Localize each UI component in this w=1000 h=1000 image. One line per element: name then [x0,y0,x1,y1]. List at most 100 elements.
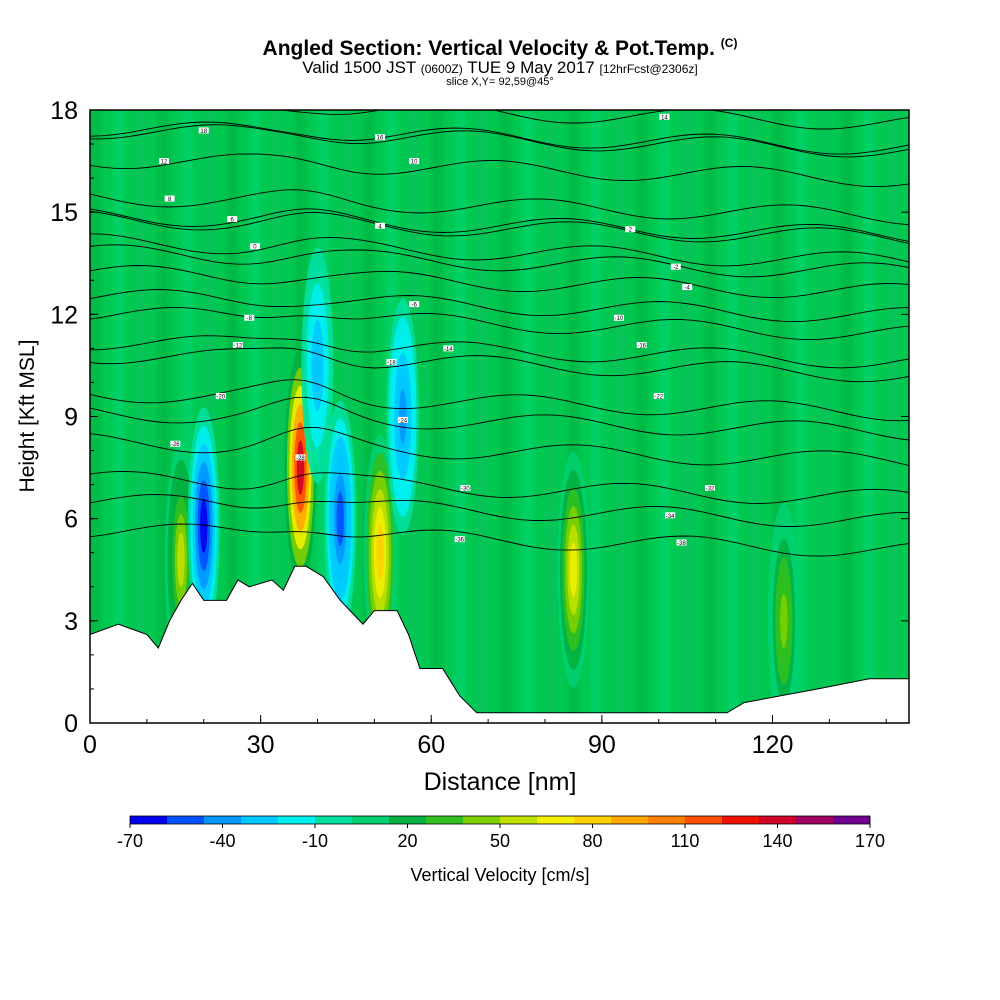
isotherm-label-text: -28 [296,456,305,462]
isotherm-label-box [625,226,636,233]
isotherm-label: -38 [676,539,687,547]
field-band [727,110,739,723]
isotherm-label-box [653,393,664,400]
isotherm-label-text: -34 [666,514,675,520]
isotherm-label-box [215,393,226,400]
isotherm-label: -2 [670,263,681,271]
colorbar-swatch [759,816,797,824]
field-band [840,110,853,723]
isotherm-label-text: -30 [461,487,470,493]
isotherm-label-box [397,416,408,423]
isotherm-line [90,244,909,278]
field-band [886,110,898,723]
isotherm-label: -6 [409,301,420,309]
isotherm-line [90,470,909,504]
colorbar-swatch [500,816,538,824]
isotherm-label: -32 [704,485,715,493]
isotherm-label: -28 [295,454,306,462]
colorbar-tick-label: 110 [671,831,700,851]
colorbar-tick-label: -10 [302,831,328,851]
isotherm-label: -10 [613,314,624,322]
colorbar-swatch [389,816,427,824]
isotherm-label: 18 [198,127,209,135]
isotherm-label-text: 6 [231,217,235,223]
isotherm-line [90,523,909,557]
downdraft-core [399,389,407,444]
isotherm-label-box [676,539,687,546]
field-band [249,110,261,723]
colorbar-swatch [796,816,834,824]
colorbar-tick-label: 20 [397,831,417,851]
colorbar-swatch [167,816,205,824]
updraft-core [780,593,788,649]
isotherm-label-box [409,301,420,308]
isotherm-label-box [249,243,260,250]
isotherm-line [90,494,909,527]
isotherm-label: 4 [375,222,386,230]
isotherm-label: -20 [215,393,226,401]
isotherm-label-text: 8 [168,197,172,203]
colorbar-tick-label: 140 [762,831,792,851]
field-band [226,110,238,723]
isotherm-label-text: -8 [247,316,253,322]
isotherm-label-text: 16 [377,136,384,142]
isotherm-label-box [665,512,676,519]
colorbar: -70 -40 -10 20 50 80 110 140 170 [117,815,885,851]
x-tick-label: 120 [752,731,794,759]
isotherm-label: 10 [409,158,420,166]
isotherm-label: -22 [653,393,664,401]
y-tick-label: 15 [50,199,78,227]
colorbar-tick-label: 170 [855,831,885,851]
isotherm-label-box [454,536,465,543]
isotherm-label: 6 [227,215,238,223]
y-axis-label: Height [Kft MSL] [16,340,39,493]
isotherm-label-box [613,314,624,321]
x-axis-label: Distance [nm] [424,768,577,796]
colorbar-swatch [685,816,723,824]
field-band [272,110,284,723]
isotherm-label-text: 2 [629,228,633,234]
isotherm-line [90,289,909,323]
colorbar-swatch [537,816,575,824]
isotherm-label: -30 [460,485,471,493]
isotherm-label-box [682,284,693,291]
isotherm-label-box [375,134,386,141]
updraft-core [296,440,305,495]
isotherm-label-box [659,113,670,120]
isotherm-label-text: 4 [378,224,382,230]
plot-area: 18 16 14 12 10 8 6 4 2 0 -2 -4 -6 -8 -10 -12 -14 -16 -18 -2… [90,110,909,723]
isotherm-label-text: -20 [216,395,225,401]
field-band [135,110,147,723]
isotherm-label-text: -2 [673,265,679,271]
isotherm-label: -4 [682,284,693,292]
isotherm-label-box [170,440,181,447]
isotherm-label-box [232,341,243,348]
isotherm-label-box [227,215,238,222]
isotherm-label-text: -26 [171,442,180,448]
x-tick-label: 60 [417,731,445,759]
isotherm-label-text: 14 [661,115,668,121]
field-band [795,110,807,723]
isotherm-label: -34 [665,512,676,520]
x-tick-label: 0 [83,731,97,759]
isotherm-line [90,210,909,244]
colorbar-swatch [204,816,242,824]
isotherm-label: -12 [232,341,243,349]
colorbar-swatch [241,816,279,824]
isotherm-label-text: 10 [411,160,418,166]
field-band [704,110,716,723]
colorbar-swatch [833,816,871,824]
field-band [431,110,443,723]
downdraft-core [313,338,322,393]
isotherm-label: 2 [625,226,636,234]
isotherm-label: -26 [170,440,181,448]
isotherm-label-text: -24 [398,418,407,424]
colorbar-swatch [130,816,168,824]
y-tick-label: 18 [50,97,78,125]
isotherm-label: 8 [164,195,175,203]
x-tick-label: 90 [588,731,616,759]
isotherm-label: -14 [443,345,454,353]
isotherm-label-text: -36 [455,538,464,544]
field-band [112,110,125,723]
isotherm-label: -8 [244,314,255,322]
